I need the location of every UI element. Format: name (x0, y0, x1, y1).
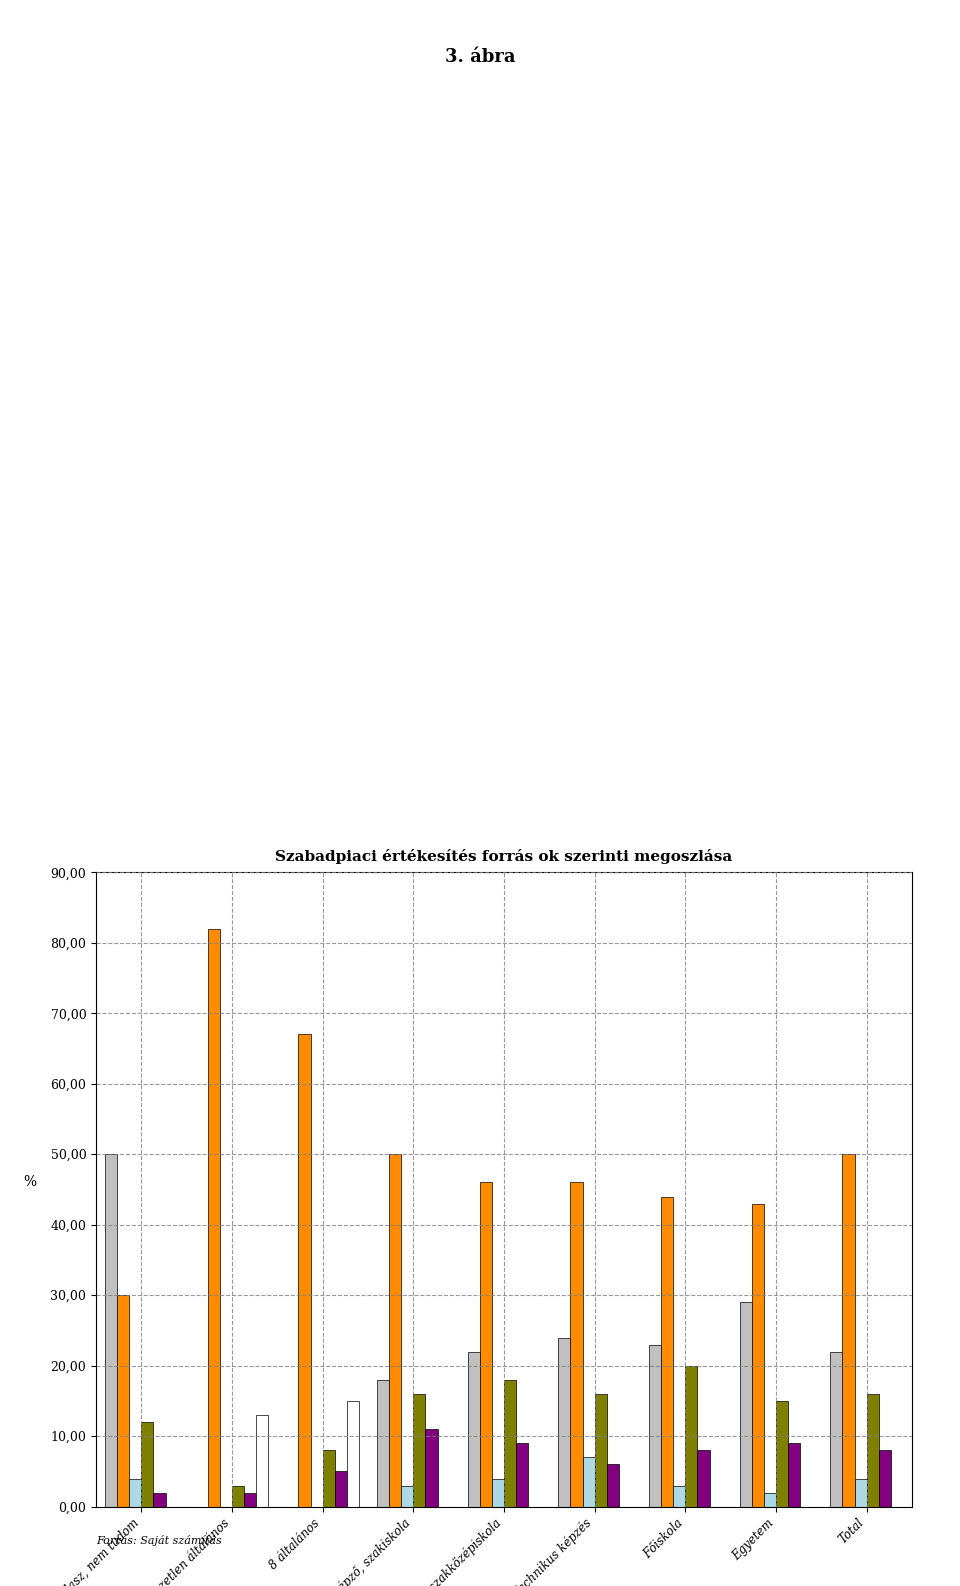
Bar (673, 1486, 685, 1507)
Bar (105, 1155, 117, 1507)
Bar (752, 1204, 764, 1507)
Title: Szabadpiaci értékesítés forrás ok szerinti megoszlása: Szabadpiaci értékesítés forrás ok szerin… (276, 849, 732, 864)
Bar (347, 1400, 359, 1507)
Bar (570, 1183, 583, 1507)
Bar (867, 1394, 878, 1507)
Bar (244, 1492, 256, 1507)
Bar (649, 1345, 661, 1507)
Bar (468, 1351, 480, 1507)
Bar (854, 1478, 867, 1507)
Y-axis label: %: % (23, 1175, 36, 1190)
Bar (583, 1458, 594, 1507)
Bar (232, 1486, 244, 1507)
Bar (788, 1443, 801, 1507)
Bar (516, 1443, 528, 1507)
Bar (401, 1486, 414, 1507)
Bar (207, 929, 220, 1507)
Bar (830, 1351, 843, 1507)
Bar (389, 1155, 401, 1507)
Bar (377, 1380, 389, 1507)
Bar (685, 1366, 697, 1507)
Bar (256, 1415, 268, 1507)
Text: 3. ábra: 3. ábra (444, 48, 516, 65)
Text: Forrás: Saját számítás: Forrás: Saját számítás (96, 1535, 222, 1546)
Bar (764, 1492, 776, 1507)
Bar (480, 1183, 492, 1507)
Bar (141, 1423, 154, 1507)
Bar (559, 1337, 570, 1507)
Bar (697, 1450, 709, 1507)
Bar (843, 1155, 854, 1507)
Bar (776, 1400, 788, 1507)
Bar (740, 1302, 752, 1507)
Bar (878, 1450, 891, 1507)
Bar (414, 1394, 425, 1507)
Bar (154, 1492, 165, 1507)
Bar (504, 1380, 516, 1507)
Bar (607, 1464, 619, 1507)
Bar (299, 1034, 311, 1507)
Bar (425, 1429, 438, 1507)
Bar (130, 1478, 141, 1507)
Bar (335, 1472, 347, 1507)
Bar (323, 1450, 335, 1507)
Bar (492, 1478, 504, 1507)
Bar (117, 1296, 130, 1507)
Bar (594, 1394, 607, 1507)
Bar (661, 1196, 673, 1507)
